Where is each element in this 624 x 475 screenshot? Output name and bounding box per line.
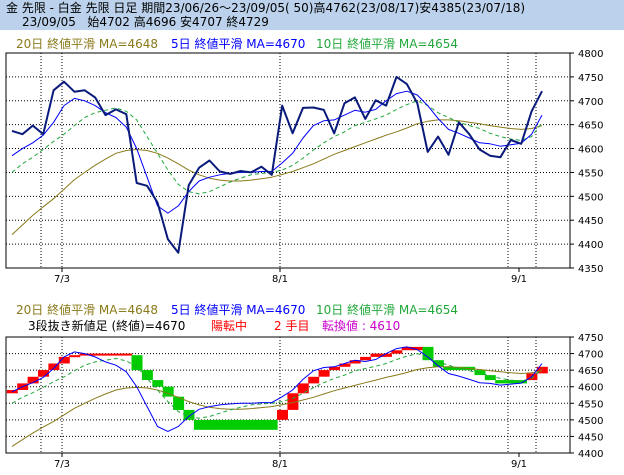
kagi-brick [48,363,60,371]
kagi-brick [245,419,257,430]
legend-bottom-ma10: 10日 終値平滑 MA=4654 [316,303,459,317]
kagi-brick [225,419,236,430]
y-tick-label: 4650 [578,121,603,132]
y-tick-label: 4600 [578,383,603,394]
y-tick-label: 4700 [578,97,603,108]
y-tick-label: 4550 [578,168,603,179]
kagi-brick [505,380,517,384]
legend-bottom-ma20: 20日 終値平滑 MA=4648 [16,303,159,317]
y-tick-label: 4650 [578,366,603,377]
kagi-brick [329,366,340,371]
kagi-brick [204,419,216,430]
kagi-brick [349,360,361,364]
chart-header-line1: 金 先限 - 白金 先限 日足 期間23/06/26～23/09/05( 50)… [6,1,526,15]
series-ma20-line [11,119,543,235]
kagi-brick [484,375,496,381]
kagi-brick [443,366,455,371]
kagi-brick [173,396,185,410]
kagi-brick [141,370,153,380]
series-close-line [11,75,543,254]
kagi-brick [297,383,309,394]
y-tick-label: 4550 [578,399,603,410]
y-tick-label: 4600 [578,145,603,156]
y-tick-label: 4750 [578,333,603,344]
kagi-count: 2 手目 [274,319,310,333]
y-tick-label: 4450 [578,432,603,443]
legend-bottom-ma5: 5日 終値平滑 MA=4670 [171,303,306,317]
chart-header-line2: 23/09/05 始4702 高4696 安4707 終4729 [22,15,269,29]
kagi-brick [495,380,507,384]
kagi-brick [79,353,91,356]
y-tick-label: 4400 [578,449,603,460]
x-tick-label: 7/3 [54,274,70,285]
title-bar: 金 先限 - 白金 先限 日足 期間23/06/26～23/09/05( 50)… [0,0,624,30]
series-ma10-line [11,100,543,195]
legend-top-ma20: 20日 終値平滑 MA=4648 [16,37,159,51]
kagi-brick [235,419,247,430]
kagi-brick [360,356,372,361]
kagi-label: 3段抜き新値足 (終値)=4670 [28,319,186,333]
kagi-ma5-line [11,346,543,433]
plot-frame [5,336,571,454]
x-tick-label: 8/1 [272,274,288,285]
kagi-brick [422,346,434,361]
kagi-brick [193,419,205,430]
y-tick-label: 4450 [578,216,603,227]
kagi-brick [214,419,226,430]
y-tick-label: 4500 [578,416,603,427]
kagi-brick [27,376,39,384]
kagi-brick [339,363,351,367]
legend-top-ma5: 5日 終値平滑 MA=4670 [171,37,306,51]
y-tick-label: 4700 [578,350,603,361]
kagi-brick [277,409,288,420]
kagi-brick [162,386,174,397]
kagi-brick [131,355,143,371]
kagi-brick [121,353,133,356]
legend-top-ma10: 10日 終値平滑 MA=4654 [316,37,459,51]
kagi-brick [38,370,49,377]
kagi-brick [256,419,268,430]
kagi-reversal: 転換値 : 4610 [322,319,401,333]
kagi-brick [100,353,112,356]
y-tick-label: 4800 [578,49,603,60]
kagi-brick [370,353,382,357]
y-tick-label: 4400 [578,240,603,251]
y-tick-label: 4750 [578,73,603,84]
x-tick-label: 8/1 [272,459,288,470]
plot-frame [5,52,571,269]
kagi-ma20-line [11,366,543,447]
kagi-brick [287,393,299,410]
x-tick-label: 9/1 [511,274,527,285]
x-tick-label: 7/3 [54,459,70,470]
kagi-brick [391,350,403,354]
x-tick-label: 9/1 [511,459,527,470]
kagi-brick [536,366,548,374]
kagi-brick [89,353,101,356]
kagi-brick [266,419,278,430]
kagi-brick [308,376,320,384]
kagi-brick [318,370,330,377]
kagi-brick [401,346,413,351]
kagi-brick [412,346,424,351]
kagi-brick [516,380,527,384]
kagi-brick [110,353,122,356]
kagi-brick [69,355,81,358]
kagi-brick [432,360,444,367]
kagi-brick [380,353,392,357]
kagi-state: 陽転中 [211,319,248,333]
y-tick-label: 4500 [578,192,603,203]
kagi-brick [58,356,70,364]
kagi-brick [152,380,164,387]
kagi-ma10-line [11,353,543,419]
kagi-brick [183,409,195,420]
y-tick-label: 4350 [578,264,603,275]
series-ma5-line [11,90,543,214]
